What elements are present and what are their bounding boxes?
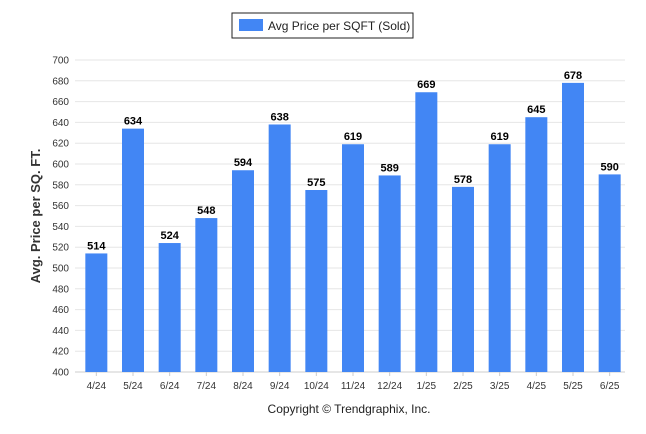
y-tick-label: 700 [52, 56, 69, 67]
x-axis-ticks: 4/24 5/24 6/24 7/24 8/24 9/24 10/24 11/24 12/24 1… [87, 372, 620, 392]
y-tick-label: 440 [52, 326, 69, 337]
bar-12-24 [378, 175, 401, 372]
x-tick-label: 7/24 [197, 381, 217, 392]
data-label: 619 [344, 131, 362, 143]
y-tick-label: 660 [52, 97, 69, 108]
bar-4-24 [85, 253, 108, 372]
data-label: 514 [87, 240, 106, 252]
x-tick-label: 12/24 [377, 381, 402, 392]
bar-8-24 [232, 170, 254, 372]
bar-9-24 [268, 124, 291, 372]
x-tick-label: 4/25 [527, 381, 547, 392]
y-tick-label: 500 [52, 264, 69, 275]
legend-label: Avg Price per SQFT (Sold) [268, 19, 410, 33]
bar-4-25 [525, 117, 548, 372]
y-tick-label: 400 [52, 368, 69, 379]
y-tick-label: 520 [52, 243, 69, 254]
bar-3-25 [488, 144, 511, 372]
data-label: 524 [160, 230, 179, 242]
bar-7-24 [195, 218, 218, 372]
bar-1-25 [415, 92, 438, 373]
x-tick-label: 5/24 [123, 381, 143, 392]
y-tick-label: 620 [52, 139, 69, 150]
data-label: 590 [600, 161, 618, 173]
data-label: 634 [124, 116, 143, 128]
y-axis-title: Avg. Price per SQ. FT. [28, 149, 43, 284]
x-tick-label: 9/24 [270, 381, 290, 392]
x-tick-label: 10/24 [304, 381, 329, 392]
data-label: 638 [270, 111, 288, 123]
data-label: 575 [307, 177, 325, 189]
data-label: 669 [417, 79, 435, 91]
x-tick-label: 11/24 [341, 381, 366, 392]
y-tick-label: 460 [52, 305, 69, 316]
data-label: 678 [564, 70, 582, 82]
y-tick-label: 580 [52, 180, 69, 191]
y-tick-label: 680 [52, 76, 69, 87]
data-label: 594 [234, 157, 253, 169]
x-tick-label: 8/24 [233, 381, 253, 392]
y-tick-label: 640 [52, 118, 69, 129]
bar-2-25 [452, 186, 474, 372]
copyright-text: Copyright © Trendgraphix, Inc. [268, 402, 431, 416]
x-tick-label: 3/25 [490, 381, 510, 392]
bar-6-25 [598, 174, 621, 372]
y-tick-label: 560 [52, 201, 69, 212]
x-tick-label: 1/25 [417, 381, 437, 392]
data-label: 589 [380, 162, 398, 174]
data-label: 619 [490, 131, 508, 143]
legend: Avg Price per SQFT (Sold) [231, 12, 414, 39]
bar-5-24 [122, 128, 144, 372]
bar-10-24 [305, 190, 328, 372]
legend-swatch [239, 19, 263, 31]
y-tick-label: 480 [52, 284, 69, 295]
x-tick-label: 5/25 [563, 381, 583, 392]
data-label: 578 [454, 174, 472, 186]
x-tick-label: 6/25 [600, 381, 620, 392]
bar-5-25 [562, 82, 584, 372]
data-label: 645 [527, 104, 545, 116]
y-tick-label: 420 [52, 347, 69, 358]
y-tick-label: 540 [52, 222, 69, 233]
x-tick-label: 6/24 [160, 381, 180, 392]
data-label: 548 [197, 205, 215, 217]
y-axis-ticks: 400 420 440 460 480 500 520 540 560 580 600 620 640 6… [52, 56, 69, 379]
x-tick-label: 2/25 [453, 381, 473, 392]
data-labels: 514 634 524 548 594 638 575 619 589 669 578 619 645 6… [87, 70, 619, 253]
bar-11-24 [342, 144, 364, 372]
y-tick-label: 600 [52, 160, 69, 171]
x-tick-label: 4/24 [87, 381, 107, 392]
bar-6-24 [158, 243, 181, 372]
bars [85, 82, 621, 373]
